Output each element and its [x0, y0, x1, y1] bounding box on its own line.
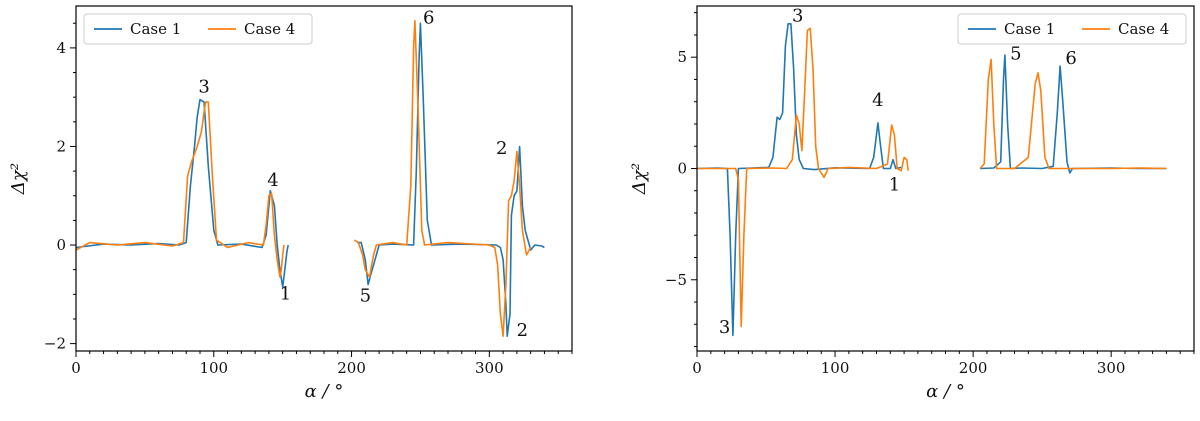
axes-frame: [696, 5, 1195, 352]
y-tick-label: 0: [677, 159, 687, 177]
legend-box: [83, 13, 313, 45]
legend-label: Case 4: [244, 20, 295, 38]
peak-annotation: 4: [872, 90, 883, 111]
series-line-case-1-seg-2: [979, 54, 1167, 174]
series-line-case-4-seg-1: [697, 27, 909, 328]
y-tick-label: 2: [56, 137, 66, 155]
series-line-case-4-seg-2: [979, 58, 1167, 170]
peak-annotation: 2: [496, 138, 507, 159]
y-axis-label: Δχ²: [629, 163, 650, 195]
x-tick-label: 100: [821, 359, 850, 377]
peak-annotation: 3: [719, 317, 730, 338]
legend-label: Case 4: [1118, 20, 1169, 38]
peak-annotation: 5: [1010, 43, 1021, 64]
series-line-case-1-seg-1: [697, 23, 902, 337]
legend-label: Case 1: [130, 20, 181, 38]
legend: Case 1 Case 4: [957, 13, 1187, 45]
series-line-case-1-seg-2: [357, 22, 545, 337]
x-tick-label: 300: [475, 359, 504, 377]
x-tick-label: 0: [71, 359, 81, 377]
peak-annotation: 3: [792, 6, 803, 27]
x-tick-label: 200: [959, 359, 988, 377]
x-tick-label: 300: [1097, 359, 1126, 377]
y-tick-label: −5: [665, 271, 687, 289]
legend-label: Case 1: [1004, 20, 1055, 38]
peak-annotation: 6: [1065, 48, 1076, 69]
y-axis-label: Δχ²: [8, 163, 29, 195]
peak-annotation: 2: [517, 320, 528, 341]
x-tick-label: 200: [337, 359, 366, 377]
legend: Case 1 Case 4: [83, 13, 313, 45]
y-tick-label: 0: [56, 236, 66, 254]
peak-annotation: 1: [889, 175, 900, 196]
x-tick-label: 100: [199, 359, 228, 377]
series-line-case-4-seg-2: [353, 20, 532, 337]
peak-annotation: 6: [423, 7, 434, 28]
axes-frame: [75, 5, 573, 352]
y-tick-label: 5: [677, 48, 687, 66]
peak-annotation: 1: [280, 283, 291, 304]
x-axis-label: α / °: [926, 381, 965, 402]
peak-annotation: 5: [360, 286, 371, 307]
legend-box: [957, 13, 1187, 45]
x-axis-label: α / °: [305, 381, 344, 402]
y-tick-label: −2: [44, 335, 66, 353]
peak-annotation: 4: [267, 170, 278, 191]
x-tick-label: 0: [692, 359, 702, 377]
series-line-case-1-seg-1: [76, 98, 289, 288]
chart-panel-2: 0 100 200 300 −5 0 5 α / ° Δχ² 3 3 4 1 5 6 Case 1 Case 4: [629, 5, 1195, 402]
y-tick-label: 4: [56, 39, 66, 57]
series-line-case-4-seg-1: [76, 101, 285, 278]
peak-annotation: 3: [198, 76, 209, 97]
